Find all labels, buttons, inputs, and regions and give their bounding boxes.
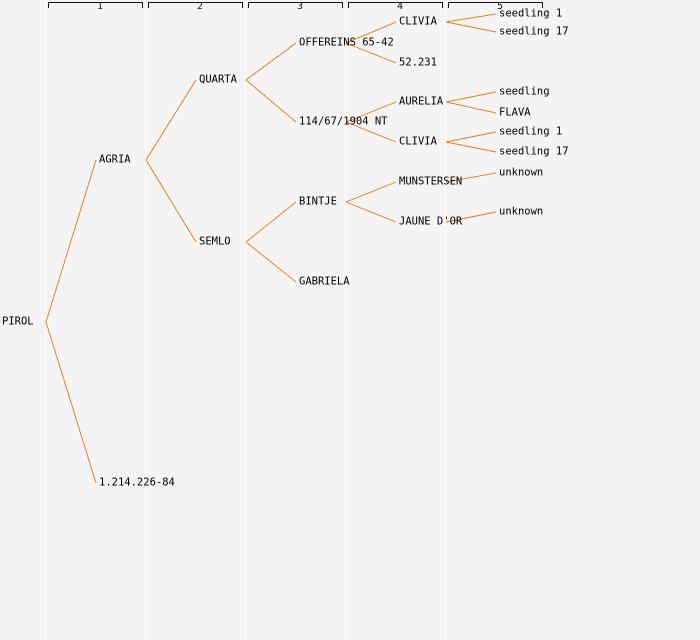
node-seedling-17[interactable]: seedling 17: [499, 145, 569, 158]
pedigree-edge: [345, 201, 397, 223]
generation-label: 1: [96, 1, 104, 12]
pedigree-edge: [345, 42, 397, 64]
generation-bracket: [48, 2, 143, 8]
column-divider: [245, 0, 246, 640]
node-gabriela[interactable]: GABRIELA: [299, 275, 350, 288]
pedigree-edge: [245, 42, 297, 81]
pedigree-edge: [445, 211, 497, 223]
pedigree-edge: [445, 172, 497, 183]
node-seedling-1[interactable]: seedling 1: [499, 125, 563, 138]
pedigree-edge: [445, 141, 497, 153]
generation-label: 2: [196, 1, 204, 12]
pedigree-edge: [245, 201, 297, 243]
pedigree-edge: [145, 159, 197, 243]
node-quarta[interactable]: QUARTA: [199, 73, 237, 86]
pedigree-edge: [145, 79, 197, 161]
pedigree-edge: [445, 131, 497, 143]
pedigree-edge: [445, 13, 497, 23]
pedigree-edge: [345, 101, 397, 123]
generation-label: 5: [496, 1, 504, 12]
node-bintje[interactable]: BINTJE: [299, 195, 337, 208]
node-clivia[interactable]: CLIVIA: [399, 15, 437, 28]
node-unknown[interactable]: unknown: [499, 205, 544, 218]
node-agria[interactable]: AGRIA: [99, 153, 131, 166]
node-seedling-17[interactable]: seedling 17: [499, 25, 569, 38]
generation-label: 4: [396, 1, 404, 12]
generation-bracket: [148, 2, 243, 8]
generation-bracket: [248, 2, 343, 8]
node-jaune-d-or[interactable]: JAUNE D'OR: [399, 215, 463, 228]
pedigree-edge: [245, 241, 297, 283]
node-flava[interactable]: FLAVA: [499, 106, 531, 119]
node-offereins-65-42[interactable]: OFFEREINS 65-42: [299, 36, 394, 49]
node-pirol[interactable]: PIROL: [2, 315, 34, 328]
pedigree-edge: [345, 121, 397, 143]
pedigree-edge: [45, 159, 97, 323]
column-divider: [345, 0, 346, 640]
column-divider: [145, 0, 146, 640]
column-divider: [45, 0, 46, 640]
node-114-67-1904-nt[interactable]: 114/67/1904 NT: [299, 115, 388, 128]
column-divider: [445, 0, 446, 640]
node-munstersen[interactable]: MUNSTERSEN: [399, 175, 463, 188]
generation-bracket: [348, 2, 443, 8]
pedigree-edge: [345, 181, 397, 203]
pedigree-edge: [445, 21, 497, 33]
node-clivia[interactable]: CLIVIA: [399, 135, 437, 148]
pedigree-edge: [45, 321, 97, 484]
node-aurelia[interactable]: AURELIA: [399, 95, 444, 108]
pedigree-edge: [445, 101, 497, 114]
node-1-214-226-84[interactable]: 1.214.226-84: [99, 476, 175, 489]
generation-bracket: [448, 2, 543, 8]
node-unknown[interactable]: unknown: [499, 166, 544, 179]
generation-label: 3: [296, 1, 304, 12]
node-semlo[interactable]: SEMLO: [199, 235, 231, 248]
pedigree-edge: [445, 91, 497, 103]
node-52-231[interactable]: 52.231: [399, 56, 437, 69]
pedigree-edge: [345, 21, 397, 44]
node-seedling[interactable]: seedling: [499, 85, 550, 98]
pedigree-edge: [245, 79, 297, 123]
node-seedling-1[interactable]: seedling 1: [499, 7, 563, 20]
